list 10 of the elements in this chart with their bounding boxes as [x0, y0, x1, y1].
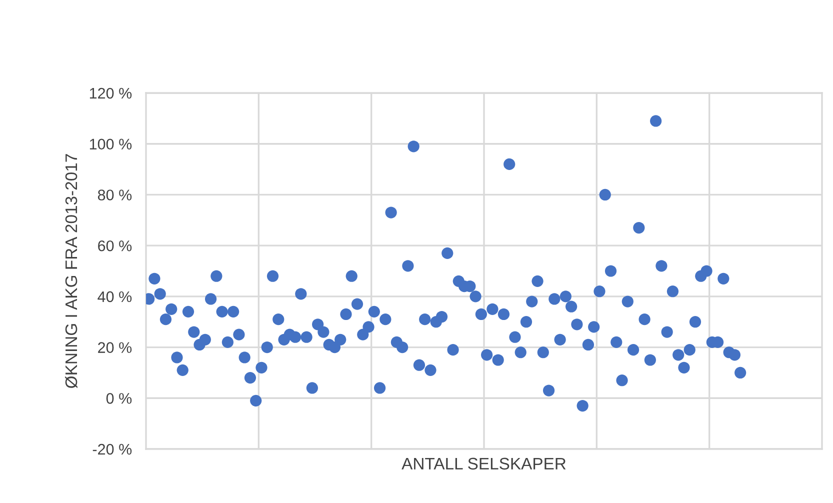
x-axis-title: ANTALL SELSKAPER	[402, 458, 566, 470]
y-tick-label: 120 %	[90, 88, 132, 99]
y-tick-label: 40 %	[98, 291, 132, 302]
y-tick-label: 0 %	[106, 393, 132, 404]
y-tick-label: 20 %	[98, 342, 132, 353]
y-tick-label: 60 %	[98, 240, 132, 252]
y-tick-label: -20 %	[92, 444, 132, 455]
y-tick-label: 80 %	[98, 190, 132, 200]
y-axis-title: ØKNING I AKG FRA 2013-2017	[65, 154, 78, 388]
y-tick-label: 100 %	[90, 138, 132, 150]
